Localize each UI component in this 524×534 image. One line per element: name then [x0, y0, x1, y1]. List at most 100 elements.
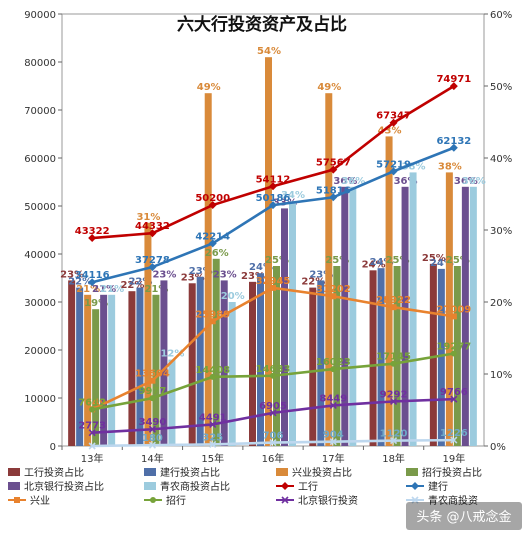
legend-label: 兴业 — [30, 495, 50, 507]
line-marker — [148, 229, 157, 238]
bar-data-label: 23% — [60, 269, 84, 280]
x-tick-label: 18年 — [382, 452, 405, 465]
line-marker — [411, 496, 419, 504]
line-data-label: 9766 — [440, 387, 468, 398]
line-data-label: 8449 — [319, 393, 347, 404]
bar — [76, 287, 84, 446]
y-left-tick-label: 20000 — [24, 346, 56, 357]
x-tick-label: 17年 — [322, 452, 345, 465]
legend-label: 青农商投资 — [428, 494, 478, 507]
bar — [68, 280, 76, 446]
line-marker — [450, 395, 458, 403]
bar — [92, 309, 100, 446]
bar — [84, 294, 92, 446]
line-data-label: 74971 — [436, 74, 471, 85]
bar-data-label: 54% — [257, 46, 281, 57]
bar — [333, 266, 341, 446]
line-marker — [88, 442, 96, 450]
line-data-label: 904 — [323, 430, 344, 441]
line-data-label: 14408 — [195, 365, 230, 376]
bar — [429, 263, 437, 446]
bar-data-label: 21% — [76, 284, 100, 295]
legend-label: 北京银行投资占比 — [24, 480, 104, 493]
y-right-tick-label: 50% — [490, 82, 512, 93]
y-left-tick-label: 0 — [50, 442, 56, 453]
line-marker — [209, 420, 217, 429]
bar — [128, 291, 136, 446]
line-data-label: 3490 — [139, 417, 167, 428]
bar-data-label: 31% — [136, 212, 160, 223]
bar-data-label: 38% — [402, 161, 426, 172]
line-data-label: 50186 — [256, 193, 291, 204]
y-left-tick-label: 40000 — [24, 250, 56, 261]
bar — [228, 302, 236, 446]
line-data-label: 31202 — [316, 284, 351, 295]
bar — [152, 294, 160, 446]
line-marker — [209, 440, 217, 449]
bar — [204, 93, 212, 446]
bar-data-label: 23% — [241, 271, 265, 282]
bar-data-label: 34% — [281, 190, 305, 201]
line-marker — [149, 377, 156, 384]
line-data-label: 13604 — [135, 369, 170, 380]
line-data-label: 25989 — [195, 309, 230, 320]
bar-data-label: 22% — [128, 277, 152, 288]
y-right-tick-label: 20% — [490, 298, 512, 309]
line-marker — [281, 482, 289, 490]
line-data-label: 51816 — [316, 185, 351, 196]
bar-data-label: 24% — [370, 257, 394, 268]
bar-data-label: 36% — [333, 176, 357, 187]
legend-label: 招行 — [166, 494, 186, 507]
bar — [136, 287, 144, 446]
line-data-label: 325 — [202, 432, 223, 443]
legend-swatch — [406, 468, 418, 476]
bar-data-label: 25% — [325, 255, 349, 266]
x-tick-label: 15年 — [201, 452, 224, 465]
line-marker — [269, 409, 277, 417]
line-data-label: 180 — [142, 433, 163, 444]
legend-label: 青农商投资占比 — [160, 480, 230, 493]
bar-data-label: 36% — [341, 176, 365, 187]
bar-data-label: 38% — [438, 161, 462, 172]
bar — [461, 186, 469, 447]
bar-data-label: 21% — [92, 284, 116, 295]
y-left-tick-label: 50000 — [24, 202, 56, 213]
bar-data-label: 22% — [301, 277, 325, 288]
line-data-label: 57219 — [376, 159, 411, 170]
line-data-label: 44332 — [135, 221, 170, 232]
y-right-tick-label: 0% — [490, 442, 506, 453]
bar-data-label: 22% — [68, 277, 92, 288]
bar-data-label: 36% — [454, 176, 478, 187]
bar-data-label: 23% — [181, 272, 205, 283]
line-marker — [281, 496, 289, 504]
legend-label: 招行投资占比 — [422, 466, 482, 479]
line-data-label: 62132 — [436, 136, 471, 147]
line-marker — [390, 397, 398, 405]
bar-data-label: 49% — [317, 82, 341, 93]
line-marker — [450, 350, 457, 357]
line-data-label: 57567 — [316, 158, 351, 169]
bar — [325, 93, 333, 446]
line-marker — [329, 193, 338, 202]
line-marker — [450, 313, 457, 320]
line-data-label: 28922 — [376, 295, 411, 306]
line-marker — [330, 293, 337, 300]
bar-data-label: 23% — [189, 266, 213, 277]
line-marker — [150, 497, 156, 503]
bar-data-label: 43% — [378, 125, 402, 136]
bar — [220, 280, 228, 446]
line-data-label: 9292 — [380, 389, 408, 400]
line-marker — [329, 401, 337, 410]
x-tick-label: 14年 — [141, 452, 164, 465]
line-data-label: 50200 — [195, 193, 230, 204]
y-left-tick-label: 60000 — [24, 154, 56, 165]
line-marker — [148, 441, 156, 449]
bar — [212, 258, 220, 446]
bar-data-label: 24% — [430, 258, 454, 269]
bar-data-label: 25% — [422, 253, 446, 264]
line-marker — [389, 167, 398, 176]
bar — [341, 186, 349, 447]
bar-data-label: 25% — [446, 255, 470, 266]
bar — [453, 266, 461, 446]
legend-label: 北京银行投资 — [298, 494, 358, 507]
